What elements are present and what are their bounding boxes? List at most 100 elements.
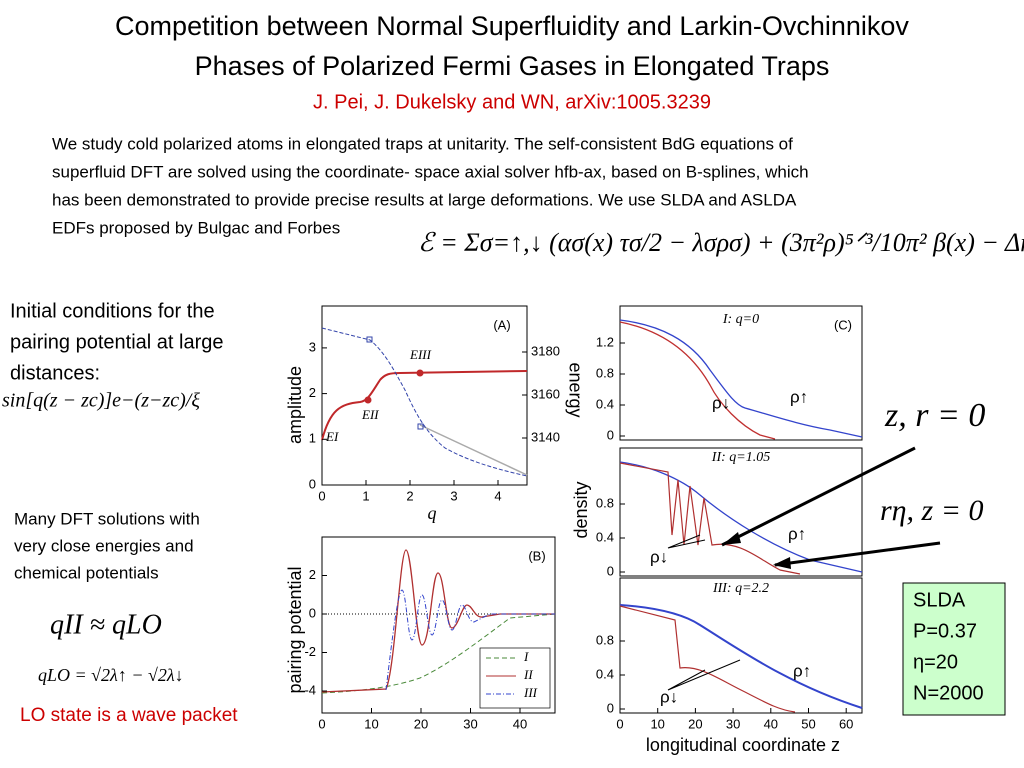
rho-up-label: ρ↑: [790, 387, 808, 406]
arrow: [774, 541, 941, 567]
y-axis-label: density: [571, 481, 591, 538]
arrow-label: rη, z = 0: [880, 494, 983, 527]
legend-label: III: [523, 685, 538, 700]
x-tick-label: 10: [364, 716, 378, 731]
y-tick-label: 0.4: [596, 529, 614, 544]
x-tick-label: 3: [450, 488, 457, 503]
panel-c1-frame: [619, 305, 863, 441]
parameter: SLDA: [913, 589, 966, 611]
x-tick-label: 10: [650, 716, 664, 731]
energy-branch: [419, 424, 528, 476]
point: [364, 396, 372, 404]
y-tick-label: 0.4: [596, 396, 614, 411]
rho-down: [619, 605, 796, 713]
y-tick-label: 0: [309, 476, 316, 491]
title: Competition between Normal Superfluidity…: [115, 11, 909, 41]
parameter: P=0.37: [913, 620, 977, 642]
parameter-box: [902, 582, 1006, 716]
equation: ℰ = Σσ=↑,↓ (ασ(x) τσ/2 − λσρσ) + (3π²ρ)⁵…: [418, 228, 1024, 257]
point: [417, 423, 424, 430]
authors: J. Pei, J. Dukelsky and WN, arXiv:1005.3…: [313, 91, 711, 113]
formula: sin[q(z − zc)]e−(z−zc)/ξ: [2, 390, 200, 412]
rho-down-label: ρ↓: [712, 393, 730, 412]
x-tick-label: 0: [318, 716, 325, 731]
x-tick-label: 30: [463, 716, 477, 731]
arrow-label: z, r = 0: [884, 397, 985, 434]
rho-up: [619, 319, 863, 438]
note: Initial conditions for the: [10, 300, 215, 322]
x-tick-label: 50: [801, 716, 815, 731]
note: pairing potential at large: [10, 331, 223, 353]
arrowhead: [722, 532, 741, 545]
x-tick-label: 4: [494, 488, 501, 503]
x-tick-label: 1: [362, 488, 369, 503]
y-tick-label: 2: [309, 567, 316, 582]
rho-up-label: ρ↑: [793, 661, 811, 680]
y-tick-label: 0.4: [596, 666, 614, 681]
panel-label: (C): [834, 317, 852, 332]
y-tick-label: -4: [304, 682, 316, 697]
y-tick-label: 0: [309, 605, 316, 620]
annotation: EII: [361, 407, 379, 422]
y-tick-label: 2: [309, 385, 316, 400]
y2-axis-label: energy: [565, 362, 585, 417]
amplitude-curve: [321, 370, 528, 441]
subpanel-title: II: q=1.05: [711, 450, 770, 465]
x-tick-label: 20: [688, 716, 702, 731]
panel-a-frame: [321, 305, 528, 486]
curve-iii: [385, 589, 555, 691]
note: chemical potentials: [14, 563, 159, 582]
annotation: EIII: [409, 347, 432, 362]
panel-label: (B): [528, 548, 545, 563]
y2-tick-label: 3180: [531, 343, 560, 358]
y-tick-label: 1: [309, 431, 316, 446]
point: [366, 336, 373, 343]
y-tick-label: 0: [607, 427, 614, 442]
x-tick-label: 30: [726, 716, 740, 731]
rho-up-label: ρ↑: [788, 524, 806, 543]
y-tick-label: 1.2: [596, 334, 614, 349]
y2-tick-label: 3140: [531, 429, 560, 444]
x-tick-label: 2: [406, 488, 413, 503]
legend-label: I: [523, 649, 529, 664]
rho-down-label: ρ↓: [660, 687, 678, 706]
legend-label: II: [523, 667, 533, 682]
parameter: N=2000: [913, 682, 984, 704]
y-tick-label: 0.8: [596, 365, 614, 380]
note: LO state is a wave packet: [20, 705, 238, 726]
y-tick-label: 0.8: [596, 632, 614, 647]
note: very close energies and: [14, 536, 194, 555]
pointer: [667, 534, 706, 549]
y-tick-label: 0: [607, 563, 614, 578]
pointer: [667, 659, 741, 691]
arrowhead: [773, 557, 791, 569]
subpanel-title: I: q=0: [722, 312, 759, 327]
panel-b-frame: [321, 536, 556, 714]
y-axis-label: pairing potential: [285, 566, 305, 693]
y-tick-label: -2: [304, 644, 316, 659]
curve-ii: [321, 549, 555, 693]
annotation: EI: [325, 429, 339, 444]
rho-down: [619, 321, 776, 440]
y-tick-label: 0: [607, 700, 614, 715]
panel-label: (A): [493, 317, 510, 332]
note: Many DFT solutions with: [14, 509, 200, 528]
note: distances:: [10, 362, 100, 384]
arrow: [721, 446, 916, 547]
panel-c2-frame: [619, 447, 863, 577]
x-tick-label: 0: [616, 716, 623, 731]
x-tick-label: 40: [764, 716, 778, 731]
rho-down: [619, 462, 801, 575]
legend-box: [479, 647, 551, 709]
y-axis-label: amplitude: [285, 366, 305, 444]
formula: qLO = √2λ↑ − √2λ↓: [38, 665, 184, 685]
panel-c3-frame: [619, 577, 863, 714]
rho-up: [619, 604, 863, 709]
abstract-line: EDFs proposed by Bulgac and Forbes: [52, 218, 340, 237]
abstract-line: superfluid DFT are solved using the coor…: [52, 162, 809, 181]
y-tick-label: 3: [309, 339, 316, 354]
x-axis-label: q: [428, 503, 437, 523]
abstract-line: has been demonstrated to provide precise…: [52, 190, 797, 209]
formula: qII ≈ qLO: [50, 609, 162, 640]
